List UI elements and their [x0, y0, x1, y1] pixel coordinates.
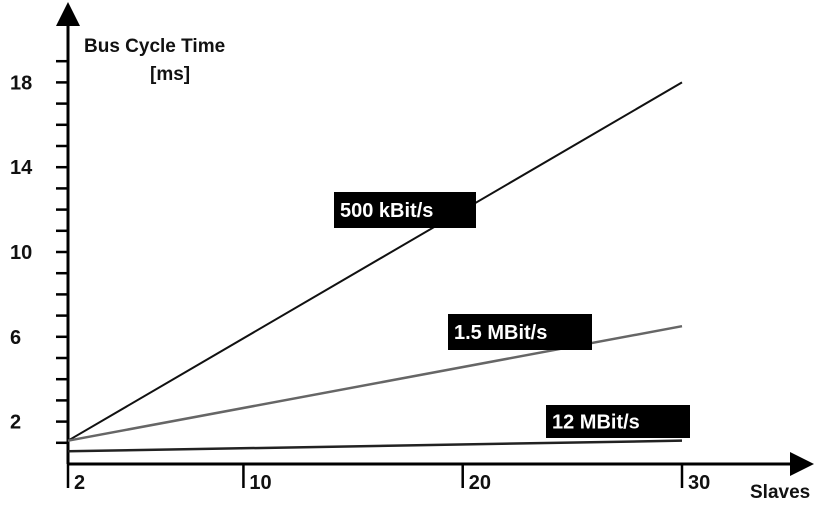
series-label: 500 kBit/s	[340, 200, 433, 222]
y-tick-label: 10	[10, 242, 32, 264]
x-tick-label: 10	[249, 472, 271, 494]
series-label-box	[546, 405, 690, 438]
y-tick-label: 14	[10, 157, 33, 179]
y-axis-title: Bus Cycle Time	[84, 36, 225, 57]
y-tick-label: 6	[10, 327, 21, 349]
series-line	[67, 81, 683, 442]
y-axis-unit: [ms]	[150, 64, 190, 85]
x-tick-label: 2	[74, 472, 85, 494]
x-tick-label: 20	[469, 472, 491, 494]
x-axis-title: Slaves	[750, 482, 810, 503]
series-label: 1.5 MBit/s	[454, 322, 547, 344]
y-tick-label: 2	[10, 412, 21, 434]
y-tick-label: 18	[10, 72, 32, 94]
series-line	[67, 439, 683, 453]
series-label-box	[334, 192, 476, 228]
series-label: 12 MBit/s	[552, 412, 640, 434]
x-tick-label: 30	[688, 472, 710, 494]
series-label-box	[448, 314, 592, 350]
